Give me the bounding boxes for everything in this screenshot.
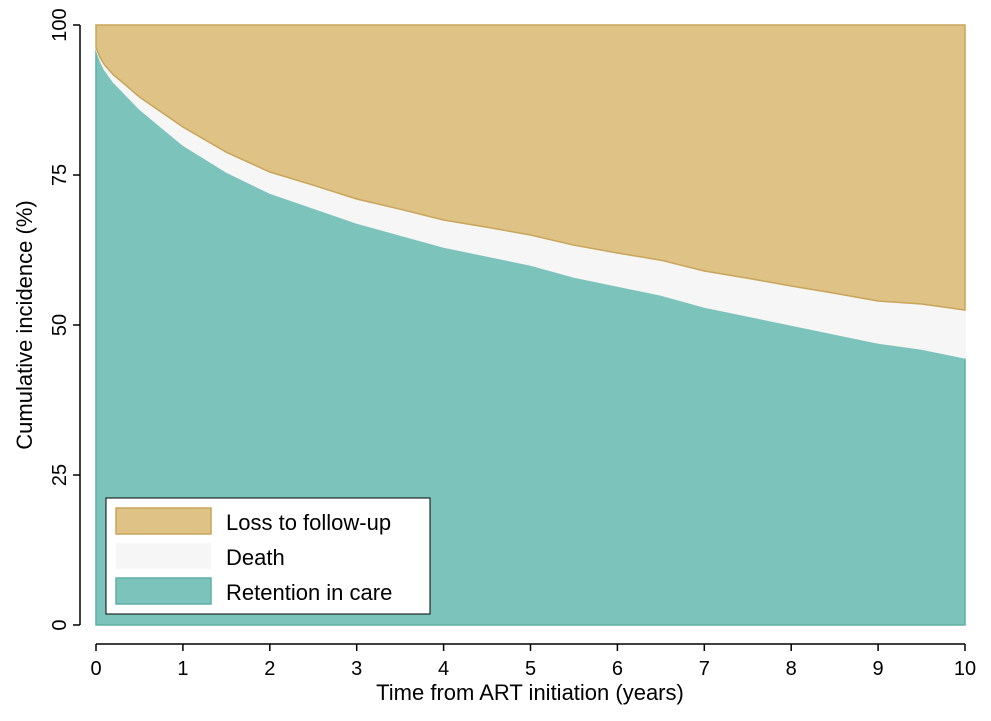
y-tick-label: 50 — [49, 314, 71, 336]
legend-label-death: Death — [226, 545, 285, 570]
x-tick-label: 5 — [525, 658, 536, 680]
legend-label-loss-to-follow-up: Loss to follow-up — [226, 510, 391, 535]
x-tick-label: 4 — [438, 658, 449, 680]
y-tick-label: 100 — [49, 8, 71, 41]
y-tick-label: 75 — [49, 164, 71, 186]
legend-swatch-death — [116, 543, 211, 569]
x-tick-label: 10 — [954, 658, 976, 680]
x-tick-label: 6 — [612, 658, 623, 680]
x-tick-label: 0 — [90, 658, 101, 680]
y-tick-label: 0 — [49, 619, 71, 630]
x-tick-label: 9 — [873, 658, 884, 680]
x-axis-title: Time from ART initiation (years) — [376, 680, 684, 705]
x-axis-ticks: 0 1 2 3 4 5 6 7 8 9 10 — [90, 644, 976, 680]
area-loss-to-follow-up — [95, 24, 966, 311]
legend-swatch-loss-to-follow-up — [115, 507, 212, 535]
y-axis-title: Cumulative incidence (%) — [12, 200, 37, 449]
legend-label-retention-in-care: Retention in care — [226, 580, 392, 605]
y-tick-label: 25 — [49, 464, 71, 486]
x-tick-label: 7 — [699, 658, 710, 680]
x-tick-label: 2 — [264, 658, 275, 680]
legend-swatch-retention-in-care — [115, 577, 212, 605]
y-axis-ticks: 0 25 50 75 100 — [49, 8, 80, 631]
legend: Loss to follow-up Death Retention in car… — [105, 497, 431, 615]
x-tick-label: 3 — [351, 658, 362, 680]
stacked-areas — [95, 24, 966, 626]
x-tick-label: 8 — [786, 658, 797, 680]
x-tick-label: 1 — [177, 658, 188, 680]
